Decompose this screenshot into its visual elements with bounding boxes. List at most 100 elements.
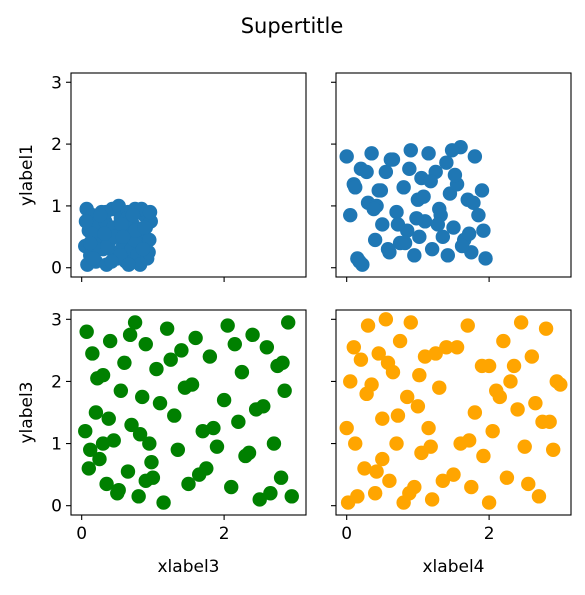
scatter-point (424, 241, 440, 257)
scatter-point (371, 346, 386, 361)
scatter-point (121, 257, 136, 272)
scatter-point (464, 479, 479, 495)
scatter-point (407, 248, 422, 263)
y-tick-label: 2 (51, 135, 62, 155)
axes-frame (335, 309, 572, 516)
scatter-point (163, 352, 178, 367)
suptitle: Supertitle (241, 14, 344, 38)
scatter-point (93, 207, 108, 223)
scatter-point (138, 473, 153, 489)
scatter-point (78, 214, 94, 229)
scatter-point (88, 405, 104, 420)
scatter-point (245, 327, 260, 343)
scatter-point (410, 399, 426, 414)
scatter-point (124, 417, 139, 433)
scatter-point (352, 254, 367, 269)
scatter-point (432, 380, 447, 395)
scatter-point (353, 352, 369, 367)
scatter-point (339, 149, 354, 164)
scatter-point (503, 374, 518, 389)
scatter-point (241, 445, 257, 461)
scatter-point (135, 241, 151, 257)
scatter-point (339, 420, 354, 436)
scatter-point (378, 312, 394, 327)
scatter-point (81, 461, 97, 476)
scatter-point (476, 223, 491, 238)
scatter-point (446, 467, 461, 482)
scatter-point (144, 455, 159, 470)
subplot-bottom-right: 0 2 xlabel4 (331, 309, 572, 577)
scatter-point (461, 226, 477, 241)
scatter-point (122, 327, 138, 343)
scatter-point (389, 436, 404, 451)
scatter-point (273, 470, 289, 485)
scatter-point (275, 355, 290, 370)
scatter-point (375, 411, 390, 426)
scatter-point (266, 436, 282, 451)
scatter-point (447, 167, 463, 183)
scatter-point (137, 220, 152, 235)
scatter-series (339, 312, 568, 510)
y-axis-label: ylabel3 (17, 382, 37, 444)
subplot-top-right (331, 72, 572, 282)
scatter-point (83, 235, 98, 251)
scatter-point (167, 408, 182, 423)
scatter-point (424, 492, 440, 507)
axes-frame (335, 72, 572, 278)
scatter-point (476, 448, 491, 464)
scatter-point (397, 235, 413, 251)
scatter-point (83, 442, 98, 457)
scatter-point (439, 155, 454, 170)
scatter-point (364, 146, 379, 161)
scatter-point (343, 374, 358, 389)
scatter-point (188, 330, 203, 346)
scatter-point (111, 482, 126, 498)
scatter-series (339, 139, 493, 272)
scatter-point (159, 321, 175, 336)
scatter-point (485, 423, 500, 439)
scatter-point (181, 476, 196, 492)
scatter-point (392, 333, 408, 349)
scatter-point (471, 207, 486, 223)
scatter-point (343, 207, 358, 223)
scatter-point (142, 204, 158, 220)
scatter-point (138, 336, 153, 352)
scatter-point (428, 346, 443, 361)
scatter-point (170, 442, 186, 457)
scatter-point (440, 248, 455, 263)
scatter-point (380, 355, 396, 370)
scatter-point (553, 377, 568, 392)
scatter-point (513, 315, 529, 330)
scatter-point (439, 340, 454, 355)
scatter-point (481, 358, 497, 374)
scatter-point (375, 217, 390, 232)
y-tick-label: 2 (51, 372, 62, 392)
scatter-point (366, 201, 381, 217)
scatter-point (259, 340, 275, 355)
scatter-point (131, 489, 146, 504)
scatter-point (79, 324, 94, 339)
scatter-point (78, 423, 93, 439)
scatter-point (113, 383, 129, 398)
x-tick-label: 0 (76, 524, 87, 544)
x-axis-label: xlabel4 (423, 557, 485, 577)
scatter-point (517, 439, 532, 454)
scatter-point (216, 392, 232, 408)
scatter-point (375, 451, 390, 467)
scatter-point (346, 340, 361, 355)
scatter-point (382, 473, 397, 489)
scatter-point (400, 389, 415, 405)
scatter-point (277, 383, 292, 398)
scatter-point (466, 195, 481, 211)
y-tick-label: 1 (51, 435, 62, 455)
scatter-point (367, 232, 383, 248)
scatter-point (492, 389, 507, 405)
scatter-point (474, 183, 490, 198)
y-tick-label: 0 (51, 259, 62, 279)
scatter-point (202, 349, 218, 364)
scatter-point (430, 217, 446, 232)
scatter-point (149, 361, 164, 377)
scatter-point (90, 371, 105, 386)
scatter-point (152, 395, 168, 411)
